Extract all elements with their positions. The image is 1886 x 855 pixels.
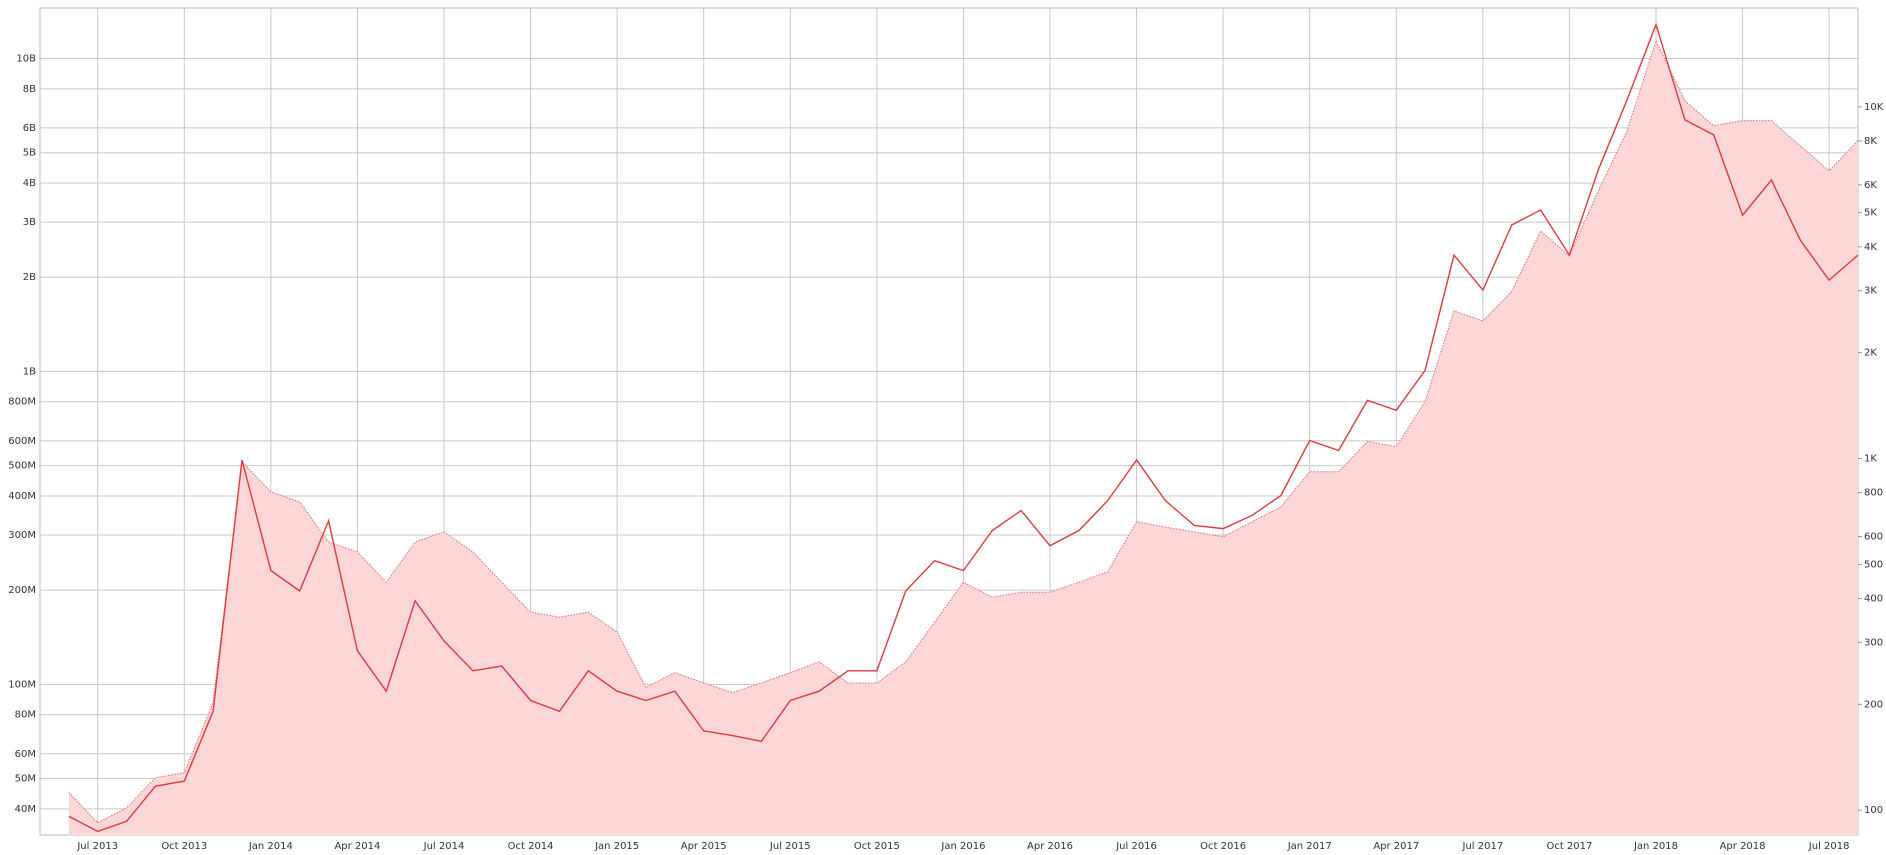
y2-tick-label: 600 xyxy=(1864,532,1883,543)
y-tick-label: 500M xyxy=(8,461,36,472)
x-tick-label: Jan 2016 xyxy=(940,841,985,852)
x-tick-label: Jul 2016 xyxy=(1115,841,1157,852)
x-tick-label: Jan 2018 xyxy=(1633,841,1678,852)
x-tick-label: Jan 2015 xyxy=(594,841,639,852)
y2-tick-label: 10K xyxy=(1864,102,1884,113)
x-tick-label: Oct 2013 xyxy=(161,841,207,852)
y2-tick-label: 100 xyxy=(1864,805,1883,816)
y-tick-label: 50M xyxy=(15,774,36,785)
y2-tick-label: 200 xyxy=(1864,699,1883,710)
y-tick-label: 10B xyxy=(16,53,36,64)
x-tick-label: Apr 2015 xyxy=(681,841,727,852)
y-tick-label: 80M xyxy=(15,710,36,721)
y-tick-label: 800M xyxy=(8,397,36,408)
x-tick-label: Jan 2017 xyxy=(1287,841,1332,852)
y-tick-label: 600M xyxy=(8,436,36,447)
y-tick-label: 100M xyxy=(8,679,36,690)
x-tick-label: Jul 2014 xyxy=(423,841,465,852)
y2-tick-label: 4K xyxy=(1864,242,1877,253)
y-tick-label: 1B xyxy=(23,366,36,377)
y2-tick-label: 1K xyxy=(1864,454,1877,465)
y-tick-label: 60M xyxy=(15,749,36,760)
x-tick-label: Oct 2015 xyxy=(854,841,900,852)
y-tick-label: 5B xyxy=(23,148,36,159)
x-tick-label: Jul 2015 xyxy=(769,841,811,852)
y2-tick-label: 2K xyxy=(1864,348,1877,359)
y2-tick-label: 400 xyxy=(1864,593,1883,604)
x-tick-label: Oct 2014 xyxy=(508,841,554,852)
y2-tick-label: 300 xyxy=(1864,637,1883,648)
series-line xyxy=(68,22,1859,833)
y-tick-label: 3B xyxy=(23,217,36,228)
x-tick-label: Jul 2013 xyxy=(76,841,118,852)
y-tick-label: 300M xyxy=(8,530,36,541)
x-tick-label: Apr 2014 xyxy=(334,841,380,852)
y-tick-label: 8B xyxy=(23,84,36,95)
x-tick-label: Jul 2017 xyxy=(1462,841,1504,852)
y2-tick-label: 800 xyxy=(1864,488,1883,499)
series-line xyxy=(68,39,1859,824)
y2-tick-label: 6K xyxy=(1864,180,1877,191)
y-tick-label: 400M xyxy=(8,491,36,502)
y-tick-label: 2B xyxy=(23,272,36,283)
y2-tick-label: 8K xyxy=(1864,136,1877,147)
y2-tick-label: 500 xyxy=(1864,559,1883,570)
y-tick-label: 200M xyxy=(8,585,36,596)
x-tick-label: Oct 2017 xyxy=(1546,841,1592,852)
x-tick-label: Apr 2018 xyxy=(1720,841,1766,852)
x-tick-label: Oct 2016 xyxy=(1200,841,1246,852)
area xyxy=(68,40,1858,835)
y2-tick-label: 3K xyxy=(1864,286,1877,297)
y-tick-label: 4B xyxy=(23,178,36,189)
x-tick-label: Apr 2017 xyxy=(1373,841,1419,852)
y-tick-label: 6B xyxy=(23,123,36,134)
x-tick-label: Apr 2016 xyxy=(1027,841,1073,852)
y2-tick-label: 5K xyxy=(1864,208,1877,219)
y-tick-label: 40M xyxy=(15,804,36,815)
x-tick-label: Jul 2018 xyxy=(1808,841,1850,852)
x-tick-label: Jan 2014 xyxy=(248,841,293,852)
